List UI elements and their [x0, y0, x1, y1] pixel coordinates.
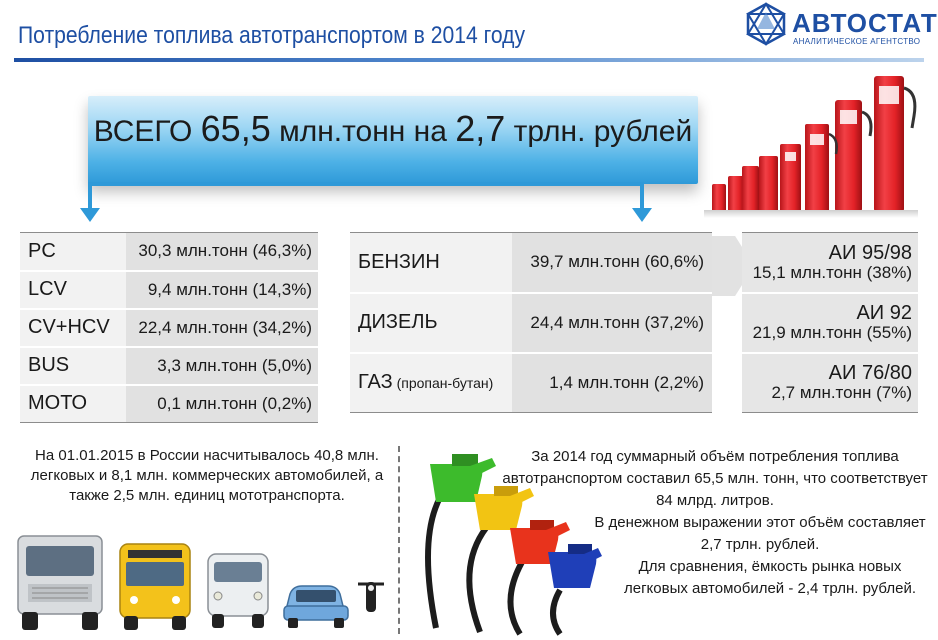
- logo: АВТОСТАТ АНАЛИТИЧЕСКОЕ АГЕНТСТВО: [744, 0, 937, 50]
- total-banner-text: ВСЕГО 65,5 млн.тонн на 2,7 трлн. рублей: [88, 108, 698, 150]
- fuel-nozzle-icon: [548, 544, 602, 636]
- fuel-consumption: 39,7 млн.тонн (60,6%): [512, 232, 712, 294]
- vehicles-illustration: [17, 535, 384, 630]
- table-row: МОТО 0,1 млн.тонн (0,2%): [20, 384, 318, 423]
- vehicle-type: CV+HCV: [20, 308, 126, 348]
- table-row: LCV 9,4 млн.тонн (14,3%): [20, 270, 318, 310]
- table-row: PC 30,3 млн.тонн (46,3%): [20, 232, 318, 272]
- grade-cell: АИ 76/80 2,7 млн.тонн (7%): [742, 352, 918, 413]
- page-title: Потребление топлива автотранспортом в 20…: [18, 22, 526, 49]
- grade-cell: АИ 95/98 15,1 млн.тонн (38%): [742, 232, 918, 294]
- table-row: АИ 95/98 15,1 млн.тонн (38%): [742, 232, 918, 294]
- gasoline-grades-table: АИ 95/98 15,1 млн.тонн (38%) АИ 92 21,9 …: [742, 232, 918, 413]
- grade-name: АИ 92: [856, 302, 912, 325]
- motorcycle-icon: [358, 582, 384, 612]
- banner-prefix: ВСЕГО: [93, 115, 201, 148]
- vehicle-type: МОТО: [20, 384, 126, 423]
- pumps-floor-shadow: [704, 210, 918, 218]
- summary-paragraph-1: За 2014 год суммарный объём потребления …: [502, 448, 928, 509]
- section-divider: [398, 446, 400, 634]
- fleet-size-note: На 01.01.2015 в России насчитывалось 40,…: [30, 447, 384, 504]
- grade-name: АИ 95/98: [828, 241, 912, 264]
- banner-value-rubles: 2,7: [455, 108, 506, 149]
- fuel-nozzle-icon: [466, 486, 534, 634]
- vehicle-consumption: 30,3 млн.тонн (46,3%): [126, 232, 318, 272]
- banner-value-tonnes: 65,5: [200, 108, 271, 149]
- logo-name: АВТОСТАТ: [792, 8, 938, 38]
- summary-paragraph-2: В денежном выражении этот объём составля…: [594, 514, 926, 553]
- banner-suffix: трлн. рублей: [505, 115, 693, 148]
- car-icon: [283, 585, 349, 628]
- bus-icon: [119, 543, 191, 630]
- fuel-nozzles-illustration: [425, 454, 602, 636]
- table-row: ГАЗ (пропан-бутан) 1,4 млн.тонн (2,2%): [350, 352, 712, 413]
- fuel-type-name: ГАЗ: [358, 371, 393, 394]
- fuel-nozzle-icon: [507, 520, 570, 636]
- vehicle-consumption: 3,3 млн.тонн (5,0%): [126, 346, 318, 386]
- grade-consumption: 2,7 млн.тонн (7%): [771, 383, 912, 403]
- table-row: ДИЗЕЛЬ 24,4 млн.тонн (37,2%): [350, 292, 712, 354]
- fuel-type: ГАЗ (пропан-бутан): [350, 352, 512, 413]
- fuel-consumption: 24,4 млн.тонн (37,2%): [512, 292, 712, 354]
- fuel-type-name: ДИЗЕЛЬ: [358, 311, 438, 333]
- vehicle-type: BUS: [20, 346, 126, 386]
- table-row: БЕНЗИН 39,7 млн.тонн (60,6%): [350, 232, 712, 294]
- consumption-summary-note: За 2014 год суммарный объём потребления …: [500, 446, 930, 600]
- fuel-type: БЕНЗИН: [350, 232, 512, 294]
- fuel-nozzle-icon: [425, 454, 496, 629]
- autostat-logo-icon: [746, 2, 786, 46]
- grade-consumption: 21,9 млн.тонн (55%): [752, 323, 912, 343]
- total-banner: [88, 96, 698, 184]
- fuel-pumps-graphic: [712, 76, 917, 212]
- title-underline: [14, 58, 924, 62]
- table-row: АИ 92 21,9 млн.тонн (55%): [742, 292, 918, 354]
- vehicle-type: PC: [20, 232, 126, 272]
- vehicle-consumption: 9,4 млн.тонн (14,3%): [126, 270, 318, 310]
- table-row: АИ 76/80 2,7 млн.тонн (7%): [742, 352, 918, 413]
- fuel-pump-icon: [712, 76, 917, 212]
- arrow-left-shaft: [88, 182, 92, 210]
- grade-name: АИ 76/80: [828, 362, 912, 385]
- table-row: BUS 3,3 млн.тонн (5,0%): [20, 346, 318, 386]
- grade-cell: АИ 92 21,9 млн.тонн (55%): [742, 292, 918, 354]
- arrow-down-icon: [632, 208, 652, 222]
- fuel-consumption: 1,4 млн.тонн (2,2%): [512, 352, 712, 413]
- fuel-type-name: БЕНЗИН: [358, 250, 440, 273]
- logo-subtitle: АНАЛИТИЧЕСКОЕ АГЕНТСТВО: [793, 37, 921, 46]
- banner-connector-line: [90, 182, 644, 186]
- grade-consumption: 15,1 млн.тонн (38%): [752, 262, 912, 282]
- truck-icon: [17, 535, 103, 630]
- table-row: CV+HCV 22,4 млн.тонн (34,2%): [20, 308, 318, 348]
- vehicle-consumption: 22,4 млн.тонн (34,2%): [126, 308, 318, 348]
- banner-mid: млн.тонн на: [270, 115, 456, 148]
- vehicle-consumption: 0,1 млн.тонн (0,2%): [126, 384, 318, 423]
- vehicle-consumption-table: PC 30,3 млн.тонн (46,3%) LCV 9,4 млн.тон…: [20, 232, 318, 423]
- van-icon: [207, 553, 269, 628]
- fuel-type: ДИЗЕЛЬ: [350, 292, 512, 354]
- fuel-type-table: БЕНЗИН 39,7 млн.тонн (60,6%) ДИЗЕЛЬ 24,4…: [350, 232, 712, 413]
- arrow-right-shaft: [640, 182, 644, 210]
- fuel-type-note: (пропан-бутан): [392, 375, 494, 392]
- arrow-down-icon: [80, 208, 100, 222]
- vehicle-type: LCV: [20, 270, 126, 310]
- summary-paragraph-3: Для сравнения, ёмкость рынка новых легко…: [623, 558, 916, 597]
